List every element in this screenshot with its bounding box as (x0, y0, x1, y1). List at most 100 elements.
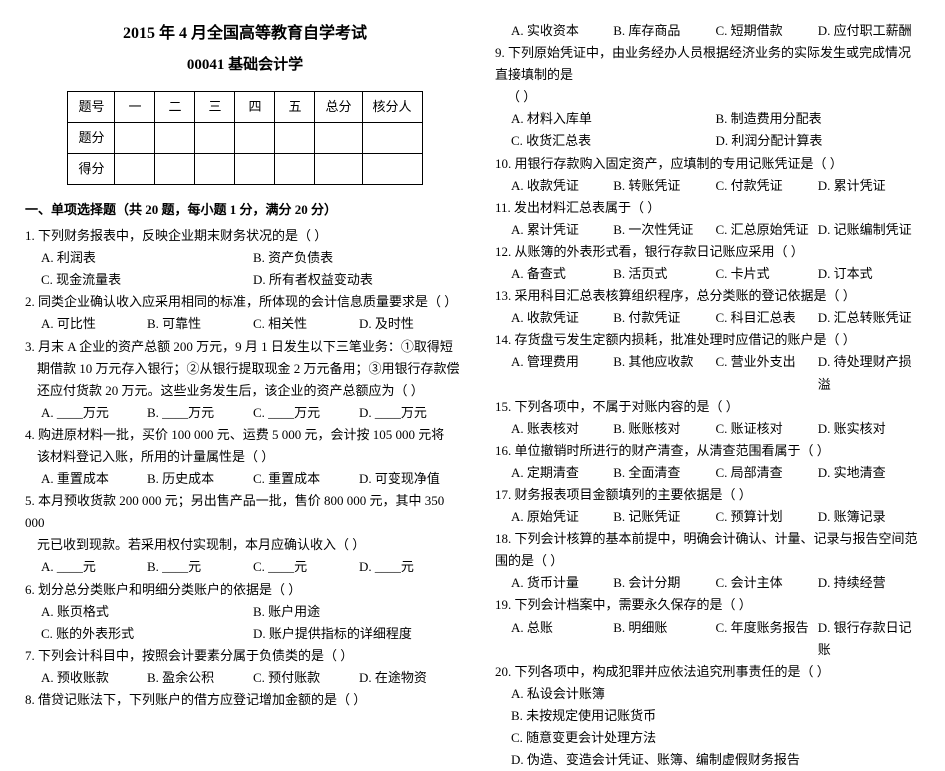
opt: A. 管理费用 (511, 351, 613, 395)
opt: B. 可靠性 (147, 313, 253, 335)
q20-a: A. 私设会计账簿 (511, 683, 920, 705)
th: 三 (195, 91, 235, 122)
opt: B. ____万元 (147, 402, 253, 424)
q11-stem: 11. 发出材料汇总表属于（ ） (495, 197, 920, 219)
th: 四 (235, 91, 275, 122)
opt: B. 付款凭证 (613, 307, 715, 329)
opt: D. ____万元 (359, 402, 465, 424)
q8-opts: A. 实收资本 B. 库存商品 C. 短期借款 D. 应付职工薪酬 (511, 20, 920, 42)
q14-opts: A. 管理费用 B. 其他应收款 C. 营业外支出 D. 待处理财产损溢 (511, 351, 920, 395)
q3-l2: 期借款 10 万元存入银行；②从银行提取现金 2 万元备用；③用银行存款偿 (37, 358, 465, 380)
opt: B. 其他应收款 (613, 351, 715, 395)
opt: D. 账户提供指标的详细程度 (253, 623, 465, 645)
opt: C. ____万元 (253, 402, 359, 424)
opt: D. 待处理财产损溢 (818, 351, 920, 395)
opt: A. 账页格式 (41, 601, 253, 623)
q17-stem: 17. 财务报表项目金额填列的主要依据是（ ） (495, 484, 920, 506)
opt: C. ____元 (253, 556, 359, 578)
q2-stem: 2. 同类企业确认收入应采用相同的标准，所体现的会计信息质量要求是（ ） (25, 291, 465, 313)
opt: A. 备查式 (511, 263, 613, 285)
q15-stem: 15. 下列各项中，不属于对账内容的是（ ） (495, 396, 920, 418)
opt: D. 应付职工薪酬 (818, 20, 920, 42)
q7-opts: A. 预收账款 B. 盈余公积 C. 预付账款 D. 在途物资 (41, 667, 465, 689)
opt: C. 短期借款 (716, 20, 818, 42)
opt: D. 持续经营 (818, 572, 920, 594)
opt: B. 盈余公积 (147, 667, 253, 689)
opt: D. 记账编制凭证 (818, 219, 920, 241)
q10-stem: 10. 用银行存款购入固定资产，应填制的专用记账凭证是（ ） (495, 153, 920, 175)
opt: C. 会计主体 (716, 572, 818, 594)
q2-opts: A. 可比性 B. 可靠性 C. 相关性 D. 及时性 (41, 313, 465, 335)
opt: C. 收货汇总表 (511, 130, 716, 152)
opt: A. ____元 (41, 556, 147, 578)
opt: A. 材料入库单 (511, 108, 716, 130)
q16-stem: 16. 单位撤销时所进行的财产清查，从清查范围看属于（ ） (495, 440, 920, 462)
th: 核分人 (362, 91, 422, 122)
opt: A. 利润表 (41, 247, 253, 269)
opt: A. 实收资本 (511, 20, 613, 42)
q7-stem: 7. 下列会计科目中，按照会计要素分属于负债类的是（ ） (25, 645, 465, 667)
th: 一 (115, 91, 155, 122)
opt: C. 预付账款 (253, 667, 359, 689)
opt: A. 账表核对 (511, 418, 613, 440)
opt: D. 银行存款日记账 (818, 617, 920, 661)
opt: B. 明细账 (613, 617, 715, 661)
q20-c: C. 随意变更会计处理方法 (511, 727, 920, 749)
q5-opts: A. ____元 B. ____元 C. ____元 D. ____元 (41, 556, 465, 578)
opt: C. 营业外支出 (716, 351, 818, 395)
q9-opts2: C. 收货汇总表 D. 利润分配计算表 (511, 130, 920, 152)
opt: B. 资产负债表 (253, 247, 465, 269)
opt: C. 重置成本 (253, 468, 359, 490)
opt: B. 账户用途 (253, 601, 465, 623)
th: 总分 (315, 91, 362, 122)
q12-opts: A. 备查式 B. 活页式 C. 卡片式 D. 订本式 (511, 263, 920, 285)
q4-opts: A. 重置成本 B. 历史成本 C. 重置成本 D. 可变现净值 (41, 468, 465, 490)
q13-opts: A. 收款凭证 B. 付款凭证 C. 科目汇总表 D. 汇总转账凭证 (511, 307, 920, 329)
q3-opts: A. ____万元 B. ____万元 C. ____万元 D. ____万元 (41, 402, 465, 424)
q11-opts: A. 累计凭证 B. 一次性凭证 C. 汇总原始凭证 D. 记账编制凭证 (511, 219, 920, 241)
opt: A. 重置成本 (41, 468, 147, 490)
th: 得分 (68, 153, 115, 184)
opt: B. 全面清查 (613, 462, 715, 484)
opt: D. 可变现净值 (359, 468, 465, 490)
q3-stem: 3. 月末 A 企业的资产总额 200 万元，9 月 1 日发生以下三笔业务：①… (25, 336, 465, 358)
opt: C. 账的外表形式 (41, 623, 253, 645)
opt: B. 活页式 (613, 263, 715, 285)
opt: A. 收款凭证 (511, 307, 613, 329)
q20-d: D. 伪造、变造会计凭证、账簿、编制虚假财务报告 (511, 749, 920, 771)
opt: A. 累计凭证 (511, 219, 613, 241)
opt: C. 科目汇总表 (716, 307, 818, 329)
opt: D. 账簿记录 (818, 506, 920, 528)
opt: B. 历史成本 (147, 468, 253, 490)
q1-stem: 1. 下列财务报表中，反映企业期末财务状况的是（ ） (25, 225, 465, 247)
opt: C. 相关性 (253, 313, 359, 335)
th: 题分 (68, 122, 115, 153)
section-1-title: 一、单项选择题（共 20 题，每小题 1 分，满分 20 分） (25, 199, 465, 221)
opt: A. 总账 (511, 617, 613, 661)
q19-opts: A. 总账 B. 明细账 C. 年度账务报告 D. 银行存款日记账 (511, 617, 920, 661)
q6-opts: A. 账页格式 B. 账户用途 (41, 601, 465, 623)
opt: D. 累计凭证 (818, 175, 920, 197)
score-table: 题号 一 二 三 四 五 总分 核分人 题分 得分 (67, 91, 422, 185)
q16-opts: A. 定期清查 B. 全面清查 C. 局部清查 D. 实地清查 (511, 462, 920, 484)
opt: D. 利润分配计算表 (716, 130, 921, 152)
exam-subtitle: 00041 基础会计学 (25, 53, 465, 79)
opt: D. 及时性 (359, 313, 465, 335)
opt: B. 库存商品 (613, 20, 715, 42)
q3-l3: 还应付货款 20 万元。这些业务发生后，该企业的资产总额应为（ ） (37, 380, 465, 402)
opt: C. 卡片式 (716, 263, 818, 285)
th: 五 (275, 91, 315, 122)
opt: D. 订本式 (818, 263, 920, 285)
exam-title: 2015 年 4 月全国高等教育自学考试 (25, 20, 465, 47)
q18-stem: 18. 下列会计核算的基本前提中，明确会计确认、计量、记录与报告空间范围的是（ … (495, 528, 920, 572)
q15-opts: A. 账表核对 B. 账账核对 C. 账证核对 D. 账实核对 (511, 418, 920, 440)
opt: A. 原始凭证 (511, 506, 613, 528)
opt: D. 实地清查 (818, 462, 920, 484)
opt: B. 转账凭证 (613, 175, 715, 197)
q13-stem: 13. 采用科目汇总表核算组织程序，总分类账的登记依据是（ ） (495, 285, 920, 307)
q4-stem: 4. 购进原材料一批，买价 100 000 元、运费 5 000 元，会计按 1… (25, 424, 465, 446)
q9-opts: A. 材料入库单 B. 制造费用分配表 (511, 108, 920, 130)
q10-opts: A. 收款凭证 B. 转账凭证 C. 付款凭证 D. 累计凭证 (511, 175, 920, 197)
opt: C. 局部清查 (716, 462, 818, 484)
opt: C. 现金流量表 (41, 269, 253, 291)
